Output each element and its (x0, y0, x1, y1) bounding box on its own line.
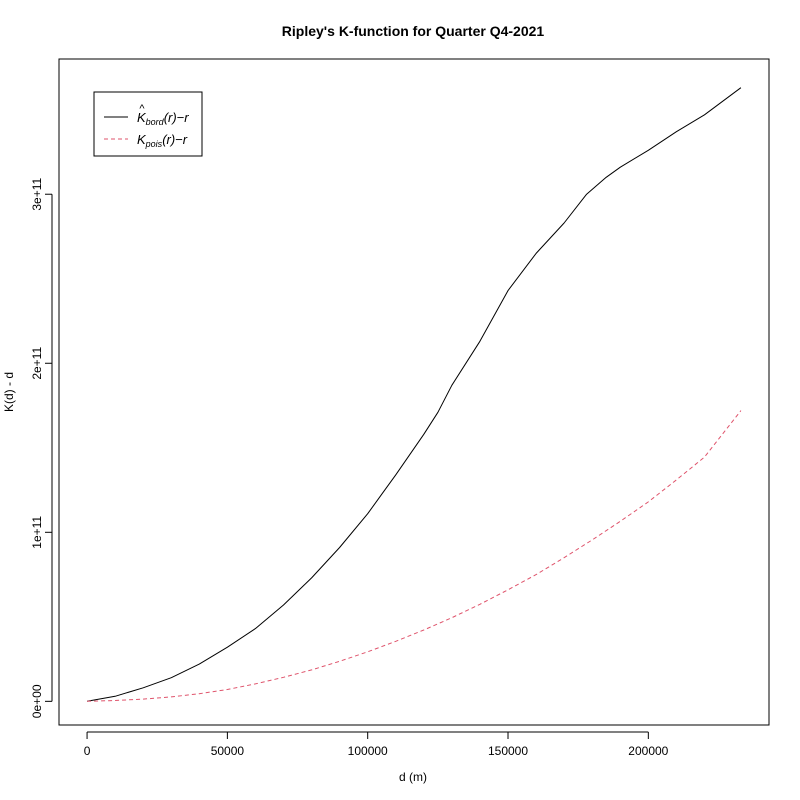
series-line-2 (87, 410, 742, 702)
legend-entry-2-main: K (137, 132, 147, 147)
x-tick-label: 100000 (348, 744, 388, 758)
y-tick-label: 1e+11 (30, 516, 44, 549)
legend-entry-2-sub: pois (145, 139, 163, 149)
y-tick-label: 0e+00 (30, 684, 44, 718)
series-line-1 (87, 87, 742, 702)
x-tick-label: 200000 (628, 744, 668, 758)
x-tick-label: 150000 (488, 744, 528, 758)
legend-entry-1: Kbord(r)−r (137, 110, 189, 127)
x-tick-label: 50000 (211, 744, 245, 758)
legend-entry-1-sub: bord (146, 117, 165, 127)
plot-frame (58, 58, 770, 726)
y-axis-label: K(d) - d (2, 372, 16, 412)
series-layer (87, 87, 742, 702)
legend: Kbord(r)−r ^ Kpois(r)−r (93, 91, 203, 157)
y-tick-label: 2e+11 (30, 347, 44, 380)
chart-title: Ripley's K-function for Quarter Q4-2021 (282, 23, 545, 39)
legend-box (93, 91, 203, 157)
legend-entry-2-suffix: (r)−r (162, 132, 188, 147)
legend-entry-1-suffix: (r)−r (164, 110, 190, 125)
legend-entry-2: Kpois(r)−r (137, 132, 188, 149)
x-axis: 0 50000 100000 150000 200000 (84, 731, 669, 758)
legend-entry-1-hat: ^ (139, 103, 145, 115)
y-tick-label: 3e+11 (30, 177, 44, 210)
x-axis-label: d (m) (399, 770, 427, 784)
y-axis: 0e+00 1e+11 2e+11 3e+11 (30, 177, 53, 718)
x-tick-label: 0 (84, 744, 91, 758)
legend-entry-1-main: K (137, 110, 147, 125)
